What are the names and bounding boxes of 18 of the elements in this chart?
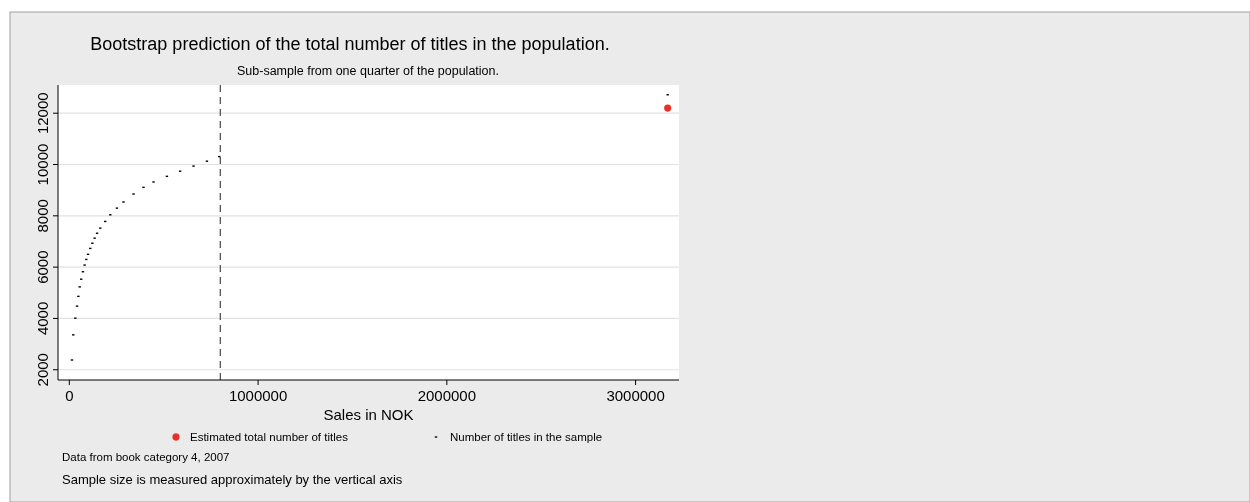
- y-tick-label: 12000: [34, 92, 51, 135]
- legend-label: Estimated total number of titles: [190, 431, 349, 443]
- chart-title: Bootstrap prediction of the total number of titles in the population.: [90, 34, 610, 54]
- point: [664, 104, 672, 112]
- text: Sample size is measured approximately by the vertical axis: [62, 472, 403, 487]
- y-tick-label: 2000: [34, 353, 51, 387]
- x-tick-label: 1000000: [228, 387, 288, 404]
- x-tick-label: 0: [65, 387, 74, 404]
- chart-subtitle: Sub-sample from one quarter of the population.: [237, 64, 499, 78]
- y-tick-label: 4000: [34, 301, 51, 336]
- y-tick-label: 10000: [34, 143, 51, 186]
- x-tick-label: 3000000: [606, 387, 665, 404]
- y-tick-label: 8000: [34, 199, 51, 233]
- legend-label: Number of titles in the sample: [450, 431, 603, 443]
- x-axis-title: Sales in NOK: [323, 406, 414, 423]
- text: Data from book category 4, 2007: [62, 451, 230, 463]
- x-tick-label: 2000000: [417, 387, 477, 404]
- y-tick-label: 6000: [34, 250, 51, 284]
